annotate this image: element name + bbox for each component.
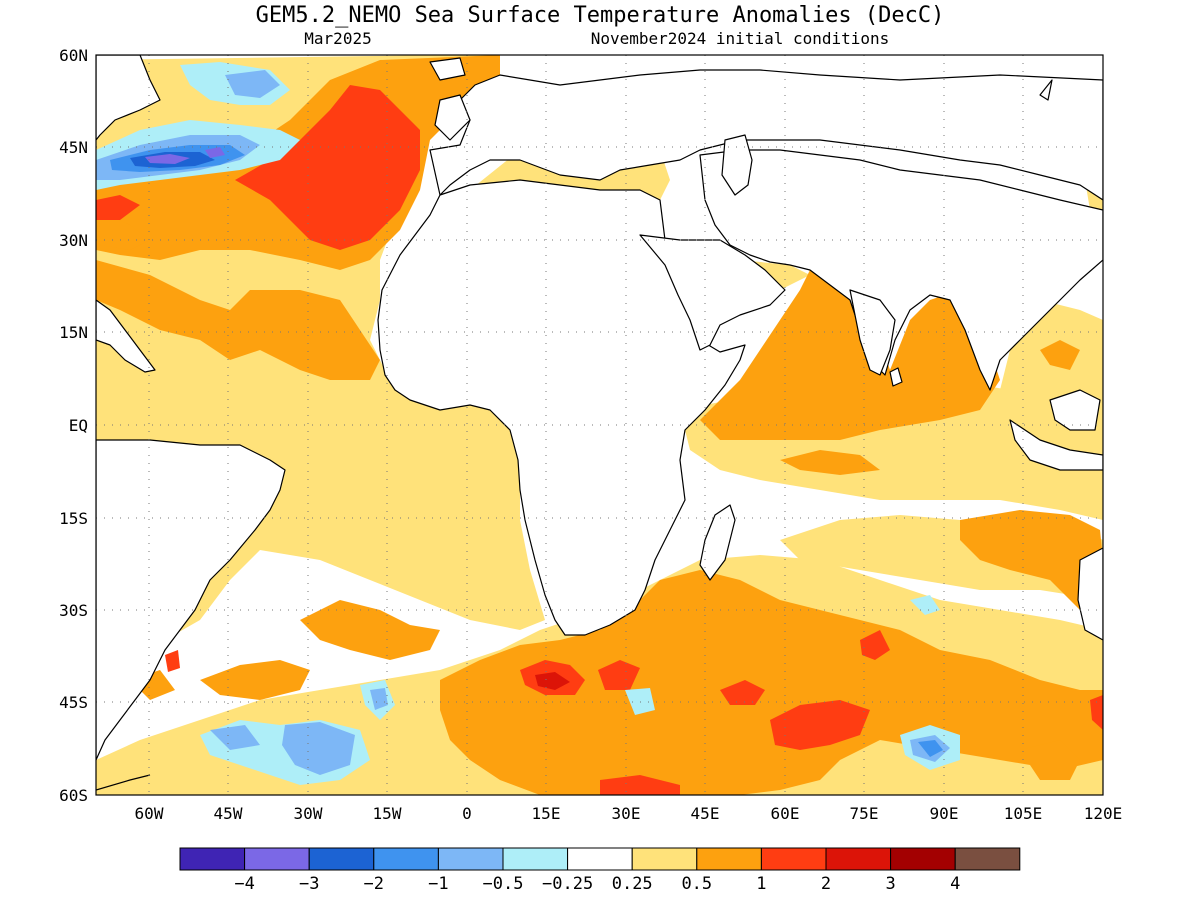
lat-tick-label: 60N bbox=[59, 46, 88, 65]
anomaly-band-2-3 bbox=[535, 672, 570, 690]
colorbar-swatch bbox=[502, 847, 569, 871]
lat-tick-label: 45N bbox=[59, 138, 88, 157]
lon-tick-label: 45E bbox=[691, 804, 720, 823]
colorbar-tick-label: −0.5 bbox=[483, 874, 524, 894]
colorbar-swatch bbox=[373, 847, 439, 871]
longitude-axis: 60W 45W 30W 15W 0 15E 30E 45E 60E 75E 90… bbox=[135, 804, 1123, 823]
lon-tick-label: 120E bbox=[1084, 804, 1123, 823]
europe-landmass bbox=[429, 69, 1103, 201]
map-frame bbox=[95, 54, 1104, 796]
colorbar-tick-label: 2 bbox=[821, 874, 831, 894]
colorbar-swatch bbox=[890, 847, 956, 871]
sri-lanka bbox=[889, 367, 903, 387]
lat-tick-label: 30S bbox=[59, 601, 88, 620]
anomaly-band-neg4-neg3 bbox=[145, 147, 225, 164]
colorbar-tick-label: −4 bbox=[234, 874, 254, 894]
iceland-island bbox=[429, 57, 466, 81]
colorbar-tick-label: 3 bbox=[885, 874, 895, 894]
colorbar-tick-label: −0.25 bbox=[542, 874, 593, 894]
central-america-landmass bbox=[96, 299, 156, 373]
british-isles bbox=[434, 94, 471, 141]
lon-tick-label: 75E bbox=[850, 804, 879, 823]
lon-tick-label: 45W bbox=[214, 804, 243, 823]
lat-tick-label: 60S bbox=[59, 786, 88, 805]
coastlines bbox=[96, 55, 1103, 791]
lat-tick-label: 45S bbox=[59, 693, 88, 712]
colorbar-tick-label: 4 bbox=[950, 874, 960, 894]
tierra-del-fuego-coast bbox=[96, 774, 151, 791]
colorbar-tick-label: −2 bbox=[364, 874, 384, 894]
lon-tick-label: 105E bbox=[1004, 804, 1043, 823]
lon-tick-label: 30E bbox=[612, 804, 641, 823]
colorbar-swatch bbox=[244, 847, 310, 871]
lon-tick-label: 90E bbox=[930, 804, 959, 823]
lat-tick-label: 30N bbox=[59, 231, 88, 250]
madagascar bbox=[699, 504, 736, 581]
valid-month-label: Mar2025 bbox=[304, 29, 371, 48]
colorbar-swatch bbox=[760, 847, 827, 871]
australia-landmass bbox=[1077, 547, 1103, 641]
sst-anomaly-field bbox=[96, 55, 1103, 795]
colorbar-tick-label: −3 bbox=[299, 874, 319, 894]
caspian-sea bbox=[721, 134, 753, 196]
colorbar-labels: −4 −3 −2 −1 −0.5 −0.25 0.25 0.5 1 2 3 4 bbox=[234, 874, 960, 894]
colorbar-swatch bbox=[696, 847, 762, 871]
asia-landmass bbox=[699, 149, 1103, 391]
colorbar bbox=[179, 847, 1021, 871]
latitude-axis: 60N 45N 30N 15N EQ 15S 30S 45S 60S bbox=[59, 46, 88, 805]
initial-conditions-label: November2024 initial conditions bbox=[591, 29, 890, 48]
colorbar-swatch bbox=[179, 847, 246, 871]
colorbar-swatch bbox=[825, 847, 892, 871]
lon-tick-label: 0 bbox=[462, 804, 472, 823]
sumatra-borneo bbox=[1049, 389, 1101, 431]
figure-title: GEM5.2_NEMO Sea Surface Temperature Anom… bbox=[256, 3, 945, 28]
north-america-landmass bbox=[96, 55, 161, 141]
colorbar-tick-label: 0.25 bbox=[612, 874, 653, 894]
lon-tick-label: 15E bbox=[532, 804, 561, 823]
japan-island bbox=[1039, 79, 1053, 101]
lat-tick-label: EQ bbox=[69, 416, 88, 435]
colorbar-tick-label: 0.5 bbox=[681, 874, 712, 894]
graticule bbox=[96, 55, 1103, 795]
lon-tick-label: 15W bbox=[373, 804, 402, 823]
colorbar-swatch bbox=[437, 847, 504, 871]
arabia-landmass bbox=[639, 234, 786, 351]
colorbar-tick-label: 1 bbox=[756, 874, 766, 894]
anomaly-band-1-2 bbox=[96, 85, 1103, 795]
lon-tick-label: 30W bbox=[294, 804, 323, 823]
colorbar-swatch bbox=[631, 847, 698, 871]
lon-tick-label: 60E bbox=[771, 804, 800, 823]
colorbar-tick-label: −1 bbox=[428, 874, 448, 894]
south-america-landmass bbox=[96, 439, 286, 761]
colorbar-swatch bbox=[308, 847, 375, 871]
colorbar-swatch bbox=[954, 847, 1021, 871]
colorbar-swatch bbox=[567, 847, 633, 871]
maritime-continent bbox=[1009, 419, 1103, 471]
lat-tick-label: 15S bbox=[59, 509, 88, 528]
lon-tick-label: 60W bbox=[135, 804, 164, 823]
lat-tick-label: 15N bbox=[59, 323, 88, 342]
